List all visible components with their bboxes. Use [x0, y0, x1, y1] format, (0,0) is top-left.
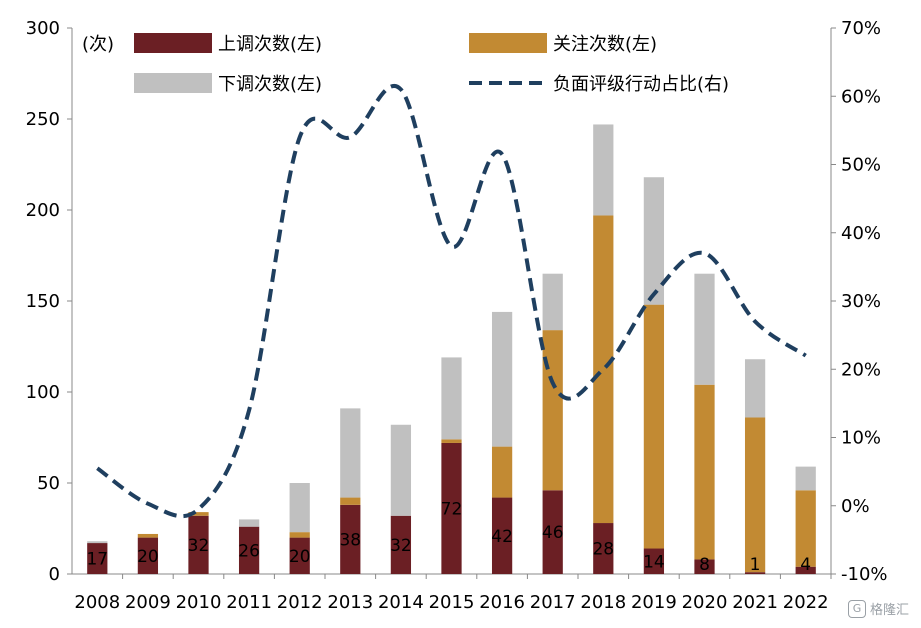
bar-segment: [340, 504, 361, 574]
bar-data-label: 46: [542, 523, 564, 543]
watermark-logo-icon: G: [847, 599, 866, 618]
bar-segment: [441, 442, 462, 574]
left-tick-label: 0: [49, 564, 60, 585]
bar-segment: [744, 417, 766, 573]
legend-label-up: 上调次数(左): [218, 34, 322, 55]
bar-data-label: 28: [592, 540, 614, 560]
x-tick-label: 2021: [732, 592, 778, 613]
bar-segment: [744, 359, 766, 418]
bar-data-label: 4: [800, 555, 811, 575]
bar-data-label: 1: [750, 555, 761, 575]
bar-data-label: 20: [137, 547, 159, 567]
bar-segment: [694, 384, 715, 560]
right-tick-label: 10%: [841, 428, 881, 449]
bar-segment: [289, 532, 310, 538]
bar-data-label: 32: [390, 536, 412, 556]
right-tick-label: 50%: [841, 155, 881, 176]
bar-segment: [542, 490, 563, 574]
x-tick-label: 2017: [530, 592, 576, 613]
bar-segment: [188, 512, 209, 516]
bar-segment: [238, 526, 260, 574]
bar-segment: [593, 523, 614, 574]
legend-swatch-up: [134, 33, 212, 53]
bar-segment: [795, 566, 816, 574]
right-tick-label: 60%: [841, 86, 881, 107]
bar-segment: [137, 533, 159, 538]
x-tick-label: 2011: [226, 592, 272, 613]
legend-label-watch: 关注次数(左): [553, 34, 657, 55]
x-tick-label: 2020: [682, 592, 728, 613]
bar-segment: [441, 439, 462, 443]
bar-data-label: 72: [441, 499, 463, 519]
right-tick-label: 40%: [841, 223, 881, 244]
x-tick-label: 2016: [479, 592, 525, 613]
x-tick-label: 2015: [429, 592, 475, 613]
bar-segment: [694, 559, 715, 574]
bar-segment: [643, 177, 665, 305]
bar-segment: [491, 497, 513, 574]
bar-segment: [188, 515, 209, 574]
bar-segment: [593, 124, 614, 216]
legend-label-down: 下调次数(左): [218, 74, 322, 95]
bar-segment: [390, 424, 412, 516]
watermark-text-icon: 格隆汇: [869, 603, 909, 618]
bar-data-label: 14: [643, 552, 665, 572]
bar-segment: [491, 311, 513, 447]
bar-data-label: 26: [238, 541, 260, 561]
bar-segment: [289, 537, 310, 574]
bar-segment: [87, 541, 108, 544]
bar-segment: [340, 408, 361, 498]
bar-segment: [87, 543, 108, 574]
right-tick-label: 0%: [841, 496, 870, 517]
bar-data-label: 8: [699, 555, 710, 575]
bar-segment: [643, 548, 665, 574]
left-tick-label: 200: [26, 200, 60, 221]
x-tick-label: 2014: [378, 592, 424, 613]
right-tick-label: -10%: [841, 564, 888, 585]
right-tick-label: 70%: [841, 18, 881, 39]
bar-segment: [340, 497, 361, 505]
bar-segment: [542, 330, 563, 491]
bar-segment: [542, 273, 563, 331]
x-tick-label: 2013: [327, 592, 373, 613]
bar-segment: [441, 357, 462, 440]
bar-segment: [137, 537, 159, 574]
left-tick-label: 50: [37, 473, 60, 494]
left-axis-unit-label: (次): [82, 34, 114, 55]
bar-segment: [289, 483, 310, 533]
left-tick-label: 250: [26, 109, 60, 130]
bar-segment: [238, 519, 260, 527]
x-tick-label: 2012: [277, 592, 323, 613]
watermark: G 格隆汇: [847, 599, 909, 618]
x-tick-label: 2018: [580, 592, 626, 613]
bar-segment: [593, 215, 614, 524]
bar-segment: [643, 304, 665, 549]
right-tick-label: 20%: [841, 359, 881, 380]
x-tick-label: 2022: [783, 592, 829, 613]
legend-swatch-watch: [469, 33, 547, 53]
bar-segment: [390, 515, 412, 574]
right-tick-label: 30%: [841, 291, 881, 312]
bar-data-label: 38: [339, 530, 361, 550]
x-tick-label: 2008: [74, 592, 120, 613]
bar-segment: [744, 572, 766, 574]
x-tick-label: 2019: [631, 592, 677, 613]
x-tick-label: 2010: [176, 592, 222, 613]
bar-segment: [491, 446, 513, 498]
x-tick-label: 2009: [125, 592, 171, 613]
bar-segment: [795, 490, 816, 567]
bar-data-label: 42: [491, 527, 513, 547]
left-tick-label: 300: [26, 18, 60, 39]
bar-data-label: 32: [188, 536, 210, 556]
bar-data-label: 17: [86, 550, 108, 570]
left-tick-label: 100: [26, 382, 60, 403]
bar-segment: [694, 273, 715, 385]
legend-label-negative: 负面评级行动占比(右): [553, 74, 729, 95]
legend-swatch-down: [134, 73, 212, 93]
bar-segment: [795, 466, 816, 491]
bar-data-label: 20: [289, 547, 311, 567]
left-tick-label: 150: [26, 291, 60, 312]
